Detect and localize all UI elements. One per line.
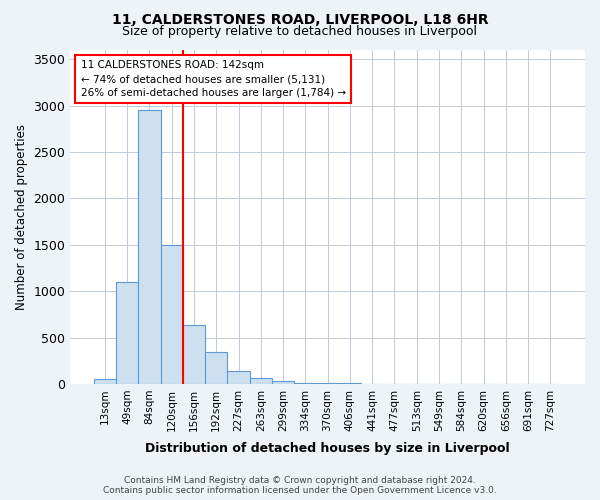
Bar — [161, 245, 183, 384]
Bar — [116, 282, 138, 384]
Y-axis label: Number of detached properties: Number of detached properties — [15, 124, 28, 310]
Bar — [205, 352, 227, 384]
Bar — [138, 110, 161, 384]
Bar — [272, 381, 294, 384]
Bar — [183, 324, 205, 384]
Text: 11, CALDERSTONES ROAD, LIVERPOOL, L18 6HR: 11, CALDERSTONES ROAD, LIVERPOOL, L18 6H… — [112, 12, 488, 26]
Bar — [94, 380, 116, 384]
Bar — [227, 371, 250, 384]
X-axis label: Distribution of detached houses by size in Liverpool: Distribution of detached houses by size … — [145, 442, 510, 455]
Bar — [250, 378, 272, 384]
Text: Contains HM Land Registry data © Crown copyright and database right 2024.
Contai: Contains HM Land Registry data © Crown c… — [103, 476, 497, 495]
Text: 11 CALDERSTONES ROAD: 142sqm
← 74% of detached houses are smaller (5,131)
26% of: 11 CALDERSTONES ROAD: 142sqm ← 74% of de… — [80, 60, 346, 98]
Bar — [294, 382, 317, 384]
Bar — [317, 383, 339, 384]
Text: Size of property relative to detached houses in Liverpool: Size of property relative to detached ho… — [122, 25, 478, 38]
